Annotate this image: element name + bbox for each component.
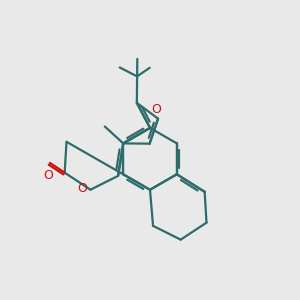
Text: O: O xyxy=(151,103,160,116)
Text: O: O xyxy=(44,169,53,182)
Text: O: O xyxy=(78,182,88,195)
